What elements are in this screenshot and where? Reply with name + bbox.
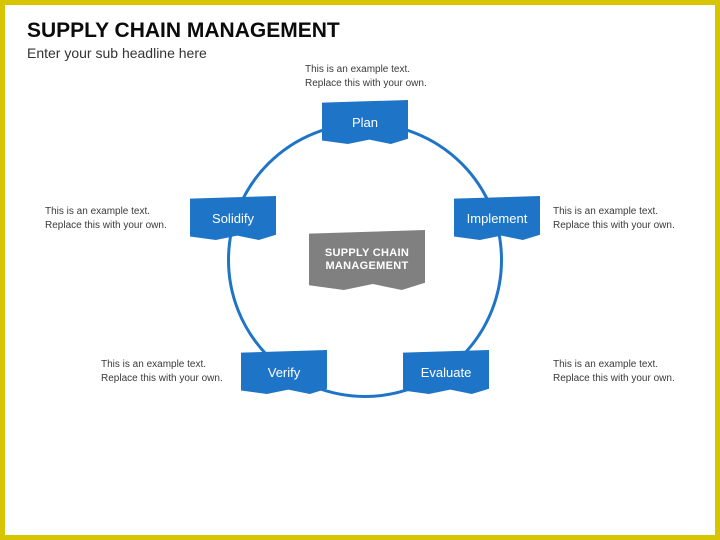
slide-subtitle: Enter your sub headline here [27, 45, 693, 61]
diagram-canvas: SUPPLY CHAIN MANAGEMENT Plan This is an e… [5, 75, 715, 535]
slide-header: SUPPLY CHAIN MANAGEMENT Enter your sub h… [5, 5, 715, 67]
node-evaluate: Evaluate [403, 350, 489, 394]
node-label: Plan [352, 115, 378, 130]
node-implement: Implement [454, 196, 540, 240]
node-label: Verify [268, 365, 301, 380]
center-flag: SUPPLY CHAIN MANAGEMENT [309, 230, 425, 290]
center-flag-label: SUPPLY CHAIN MANAGEMENT [315, 247, 419, 273]
node-solidify: Solidify [190, 196, 276, 240]
node-verify: Verify [241, 350, 327, 394]
node-caption-plan: This is an example text. Replace this wi… [305, 63, 427, 91]
slide-title: SUPPLY CHAIN MANAGEMENT [27, 19, 693, 43]
node-label: Implement [467, 211, 528, 226]
node-caption-evaluate: This is an example text. Replace this wi… [553, 358, 675, 386]
node-caption-implement: This is an example text. Replace this wi… [553, 205, 675, 233]
slide-frame: SUPPLY CHAIN MANAGEMENT Enter your sub h… [0, 0, 720, 540]
node-plan: Plan [322, 100, 408, 144]
node-caption-solidify: This is an example text. Replace this wi… [45, 205, 167, 233]
node-label: Solidify [212, 211, 254, 226]
node-caption-verify: This is an example text. Replace this wi… [101, 358, 223, 386]
node-label: Evaluate [421, 365, 472, 380]
